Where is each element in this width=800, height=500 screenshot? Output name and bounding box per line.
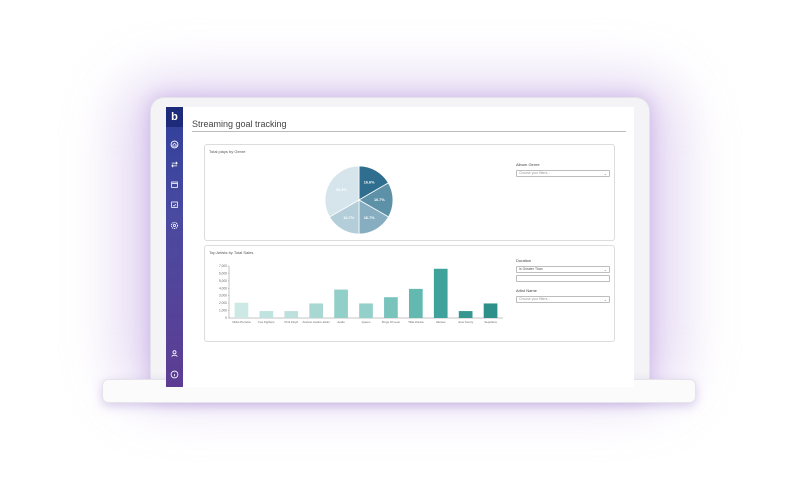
x-tick-label: Jono Kenny (458, 320, 474, 324)
bar[interactable] (433, 268, 448, 318)
bar[interactable] (483, 303, 498, 318)
bar[interactable] (408, 288, 423, 318)
app-screen: b Streaming goal trac (166, 107, 634, 387)
bar-chart: 7,000 6,000 5,000 4,000 3,000 2,000 1,000 0 Nick… (219, 264, 503, 324)
main-content: Streaming goal tracking Total plays by G… (183, 107, 634, 387)
chevron-down-icon: ⌄ (603, 171, 607, 176)
bar[interactable] (259, 311, 274, 318)
pie-panel-title: Total plays by Genre (209, 149, 246, 154)
artist-name-placeholder: Choose your filters... (519, 297, 551, 301)
x-tick-label: Pink Floyd (285, 320, 299, 324)
chevron-down-icon: ⌄ (603, 267, 607, 272)
user-icon[interactable] (170, 349, 179, 358)
y-tick-label: 7,000 (219, 264, 227, 268)
bar[interactable] (234, 302, 249, 318)
y-tick-label: 5,000 (219, 279, 227, 283)
app-logo[interactable]: b (166, 107, 183, 127)
sidebar: b (166, 107, 183, 387)
pie-slice[interactable] (324, 165, 360, 218)
x-tick-label: Sepultura (484, 320, 497, 324)
y-tick-label: 2,000 (219, 301, 227, 305)
x-tick-label: Queen (362, 320, 371, 324)
duration-select[interactable]: Is Greater Than ⌄ (516, 266, 610, 273)
page-title: Streaming goal tracking (192, 119, 287, 129)
transfer-icon[interactable] (170, 160, 179, 169)
y-tick-label: 1,000 (219, 309, 227, 313)
pie-chart: 16.6% 16.7% 16.7% 16.7% 33.3% (324, 165, 394, 235)
bar[interactable] (359, 303, 373, 318)
artist-name-select[interactable]: Choose your filters... ⌄ (516, 296, 610, 303)
calendar-check-icon[interactable] (170, 200, 179, 209)
album-genre-placeholder: Choose your filters... (519, 171, 551, 175)
pie-slice-label: 16.7% (374, 198, 385, 202)
title-divider (192, 131, 626, 132)
y-tick-label: 0 (225, 316, 227, 320)
x-tick-label: Foo Fighters (258, 320, 275, 324)
bar-panel: Top Artists by Total Sales 7,000 6,000 5,0… (204, 245, 615, 342)
x-tick-label: Antonio Carlos Jobim (302, 320, 330, 324)
artist-name-label: Artist Name (516, 288, 537, 293)
duration-select-value: Is Greater Than (519, 267, 543, 271)
bar-panel-title: Top Artists by Total Sales (209, 250, 254, 255)
pie-slice-label: 33.3% (336, 188, 347, 192)
bar[interactable] (309, 303, 324, 318)
bar[interactable] (458, 311, 473, 318)
x-tick-label: Audio (337, 320, 345, 324)
x-tick-label: Nicks Perreira (232, 320, 251, 324)
pie-panel: Total plays by Genre 16.6% 16.7% 16.7% 16.7… (204, 144, 615, 241)
home-icon[interactable] (170, 140, 179, 149)
chevron-down-icon: ⌄ (603, 297, 607, 302)
bar[interactable] (284, 311, 299, 318)
album-genre-label: Album Genre (516, 162, 540, 167)
x-tick-label: Various (436, 320, 446, 324)
duration-value-input[interactable] (516, 275, 610, 282)
pie-slice-label: 16.7% (343, 216, 354, 220)
bar[interactable] (384, 297, 398, 318)
x-tick-label: Titãs Zurara (408, 320, 424, 324)
x-tick-label: Kings Of Leon (382, 320, 401, 324)
y-tick-label: 3,000 (219, 294, 227, 298)
gear-icon[interactable] (170, 221, 179, 230)
duration-label: Duration (516, 258, 532, 263)
pie-slice-label: 16.7% (364, 216, 375, 220)
album-genre-select[interactable]: Choose your filters... ⌄ (516, 170, 610, 177)
y-tick-label: 6,000 (219, 271, 227, 275)
y-tick-label: 4,000 (219, 286, 227, 290)
bar[interactable] (334, 289, 348, 318)
calendar-icon[interactable] (170, 180, 179, 189)
info-icon[interactable] (170, 370, 179, 379)
pie-slice-label: 16.6% (364, 181, 375, 185)
